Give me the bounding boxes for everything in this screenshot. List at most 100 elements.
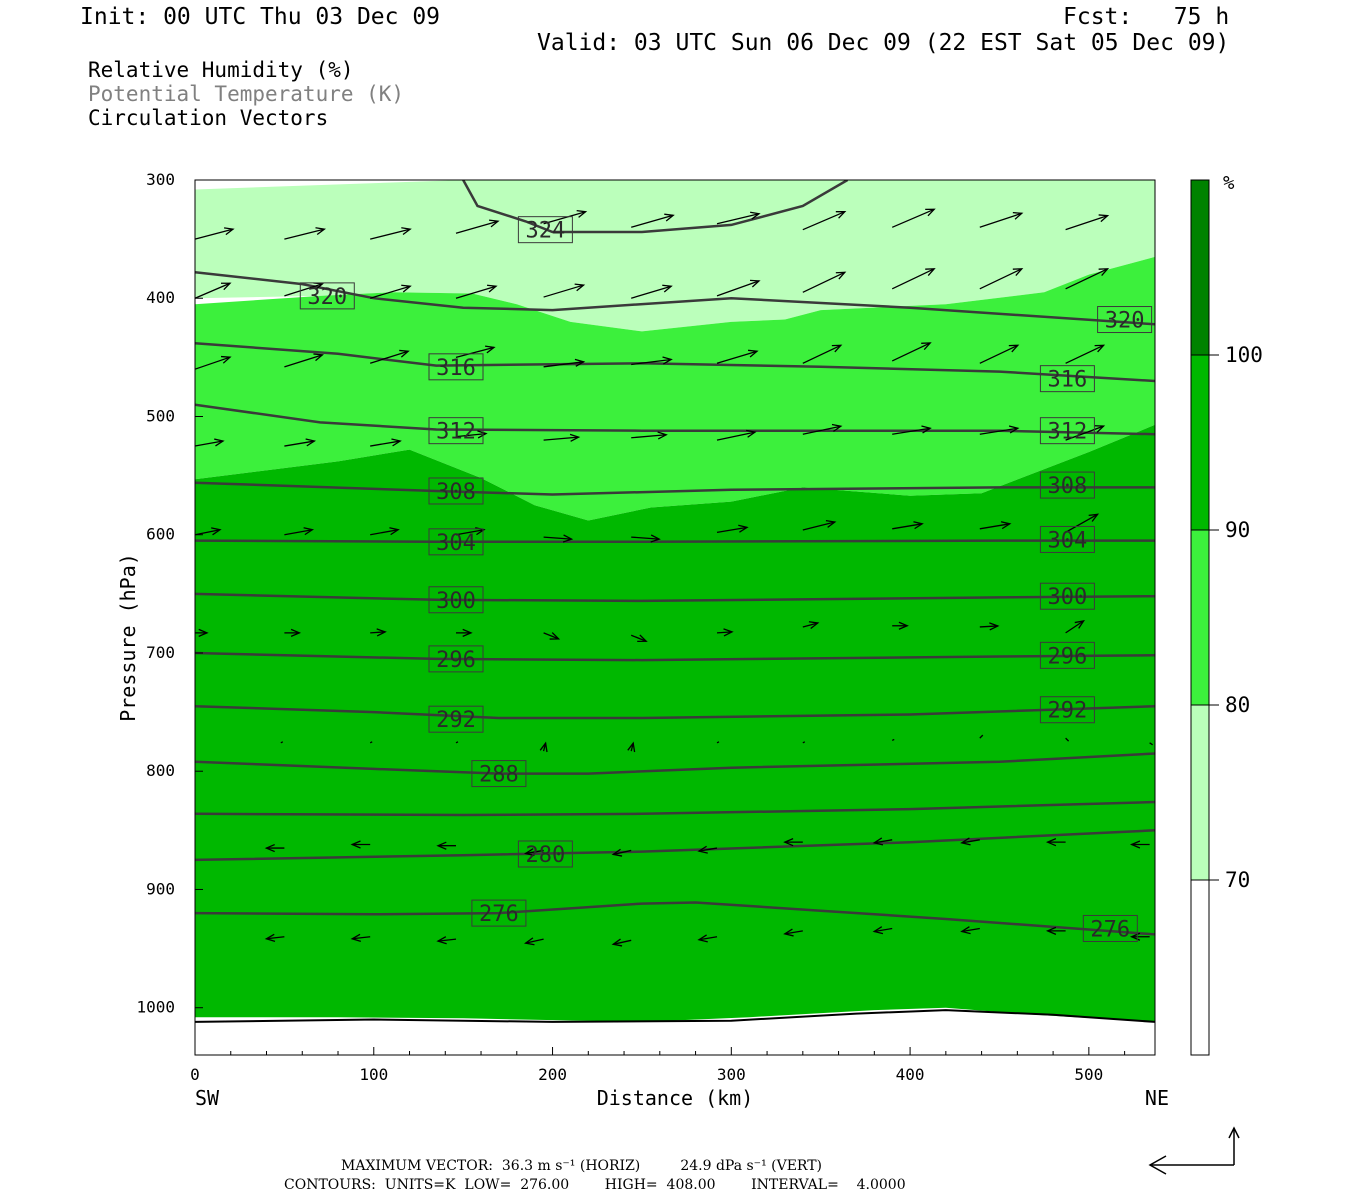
theta-contour-276 — [195, 901, 1155, 936]
circulation-vector — [627, 741, 636, 753]
reference-vector-icon — [1148, 1126, 1240, 1175]
svg-text:276: 276 — [1090, 917, 1130, 942]
valid-time: Valid: 03 UTC Sun 06 Dec 09 (22 EST Sat … — [537, 30, 1230, 56]
circulation-vector — [979, 521, 1012, 530]
circulation-vector — [716, 429, 757, 441]
circulation-vector — [631, 431, 668, 440]
svg-text:300: 300 — [1048, 585, 1088, 610]
circulation-vector — [892, 621, 909, 630]
circulation-vector — [892, 425, 932, 435]
x-tick-label: 200 — [538, 1065, 567, 1084]
svg-text:296: 296 — [436, 648, 476, 673]
y-tick-label: 800 — [146, 761, 175, 780]
x-tick-label: 500 — [1074, 1065, 1103, 1084]
plot-frame — [194, 179, 1156, 1056]
theta-label-296: 296 — [1039, 641, 1095, 669]
circulation-vector — [370, 438, 402, 447]
y-tick-label: 600 — [146, 525, 175, 544]
theta-label-308: 308 — [1039, 471, 1095, 499]
theta-contour-296 — [195, 651, 1155, 662]
theta-label-288: 288 — [471, 760, 527, 788]
circulation-vector — [783, 928, 803, 937]
theta-label-292: 292 — [1039, 696, 1095, 724]
circulation-vector — [370, 227, 412, 240]
colorbar-level: 90 — [1225, 518, 1250, 542]
circulation-vector — [543, 534, 574, 543]
x-tick-label: 100 — [359, 1065, 388, 1084]
circulation-vector — [802, 271, 847, 293]
circulation-vector — [891, 208, 936, 228]
circulation-vector — [802, 621, 820, 629]
svg-text:324: 324 — [526, 219, 566, 244]
circulation-vector — [543, 358, 586, 368]
circulation-vector — [456, 628, 473, 637]
circulation-vector — [1065, 344, 1106, 364]
theta-label-312: 312 — [1039, 417, 1095, 445]
circulation-vector — [284, 227, 327, 240]
circulation-vector — [194, 527, 222, 536]
field-label-theta: Potential Temperature (K) — [88, 82, 405, 106]
theta-label-300: 300 — [1039, 582, 1095, 610]
colorbar-level: 70 — [1225, 868, 1250, 892]
circulation-vector — [455, 345, 496, 358]
circulation-vector — [350, 933, 371, 942]
circulation-vector — [369, 349, 410, 364]
circulation-vector — [455, 741, 459, 744]
theta-label-304: 304 — [428, 528, 484, 556]
circulation-vector — [369, 741, 373, 744]
circulation-vector — [802, 344, 843, 364]
circulation-vector — [891, 738, 895, 742]
circulation-vector — [436, 936, 457, 945]
theta-label-316: 316 — [428, 353, 484, 381]
svg-text:316: 316 — [1048, 368, 1088, 393]
contour-label-layer: 324 320 320 316 316 312 312 308 308 304 304 300 300 2… — [299, 216, 1153, 942]
circulation-vector — [611, 938, 632, 947]
circulation-vector — [284, 438, 317, 447]
circulation-vector — [1045, 838, 1066, 847]
circulation-vector — [543, 632, 561, 640]
svg-text:304: 304 — [436, 531, 476, 556]
humidity-region-rh-80-90 — [195, 256, 1155, 521]
circulation-vector — [543, 283, 586, 298]
theta-label-320: 320 — [299, 282, 355, 310]
circulation-vector — [284, 628, 302, 637]
circulation-vector — [802, 741, 806, 744]
circulation-vector — [195, 628, 209, 637]
theta-contour-324 — [462, 180, 849, 234]
circulation-vector — [194, 438, 225, 447]
x-tick-label: 400 — [896, 1065, 925, 1084]
y-tick-label: 300 — [146, 170, 175, 189]
circulation-vector — [716, 741, 720, 744]
circulation-vector — [284, 527, 315, 536]
circulation-vector — [716, 524, 749, 534]
circulation-vector — [194, 282, 232, 299]
theta-label-304: 304 — [1039, 525, 1095, 553]
direction-label-sw: SW — [195, 1086, 220, 1110]
circulation-vector — [523, 937, 544, 946]
svg-text:292: 292 — [1048, 699, 1088, 724]
theta-label-316: 316 — [1039, 365, 1095, 393]
humidity-region-rh-90-100 — [195, 424, 1155, 1022]
circulation-vector — [194, 227, 235, 240]
circulation-vector — [1065, 737, 1070, 742]
theta-label-308: 308 — [428, 477, 484, 505]
theta-contour-304 — [195, 539, 1155, 544]
theta-label-276: 276 — [471, 899, 527, 927]
field-label-rh: Relative Humidity (%) — [88, 58, 354, 82]
svg-text:296: 296 — [1048, 644, 1088, 669]
direction-label-ne: NE — [1145, 1086, 1169, 1110]
theta-label-300: 300 — [428, 586, 484, 614]
circulation-vector — [280, 741, 284, 744]
x-tick-label: 300 — [717, 1065, 746, 1084]
circulation-vector — [436, 841, 457, 850]
circulation-vector — [783, 838, 803, 847]
circulation-vector — [370, 284, 412, 299]
theta-contour-292 — [195, 704, 1155, 720]
x-tick-label: 0 — [190, 1065, 200, 1084]
circulation-vector — [284, 353, 324, 368]
circulation-vector — [631, 356, 673, 366]
circulation-vector — [802, 211, 847, 231]
circulation-vector — [1129, 840, 1150, 849]
